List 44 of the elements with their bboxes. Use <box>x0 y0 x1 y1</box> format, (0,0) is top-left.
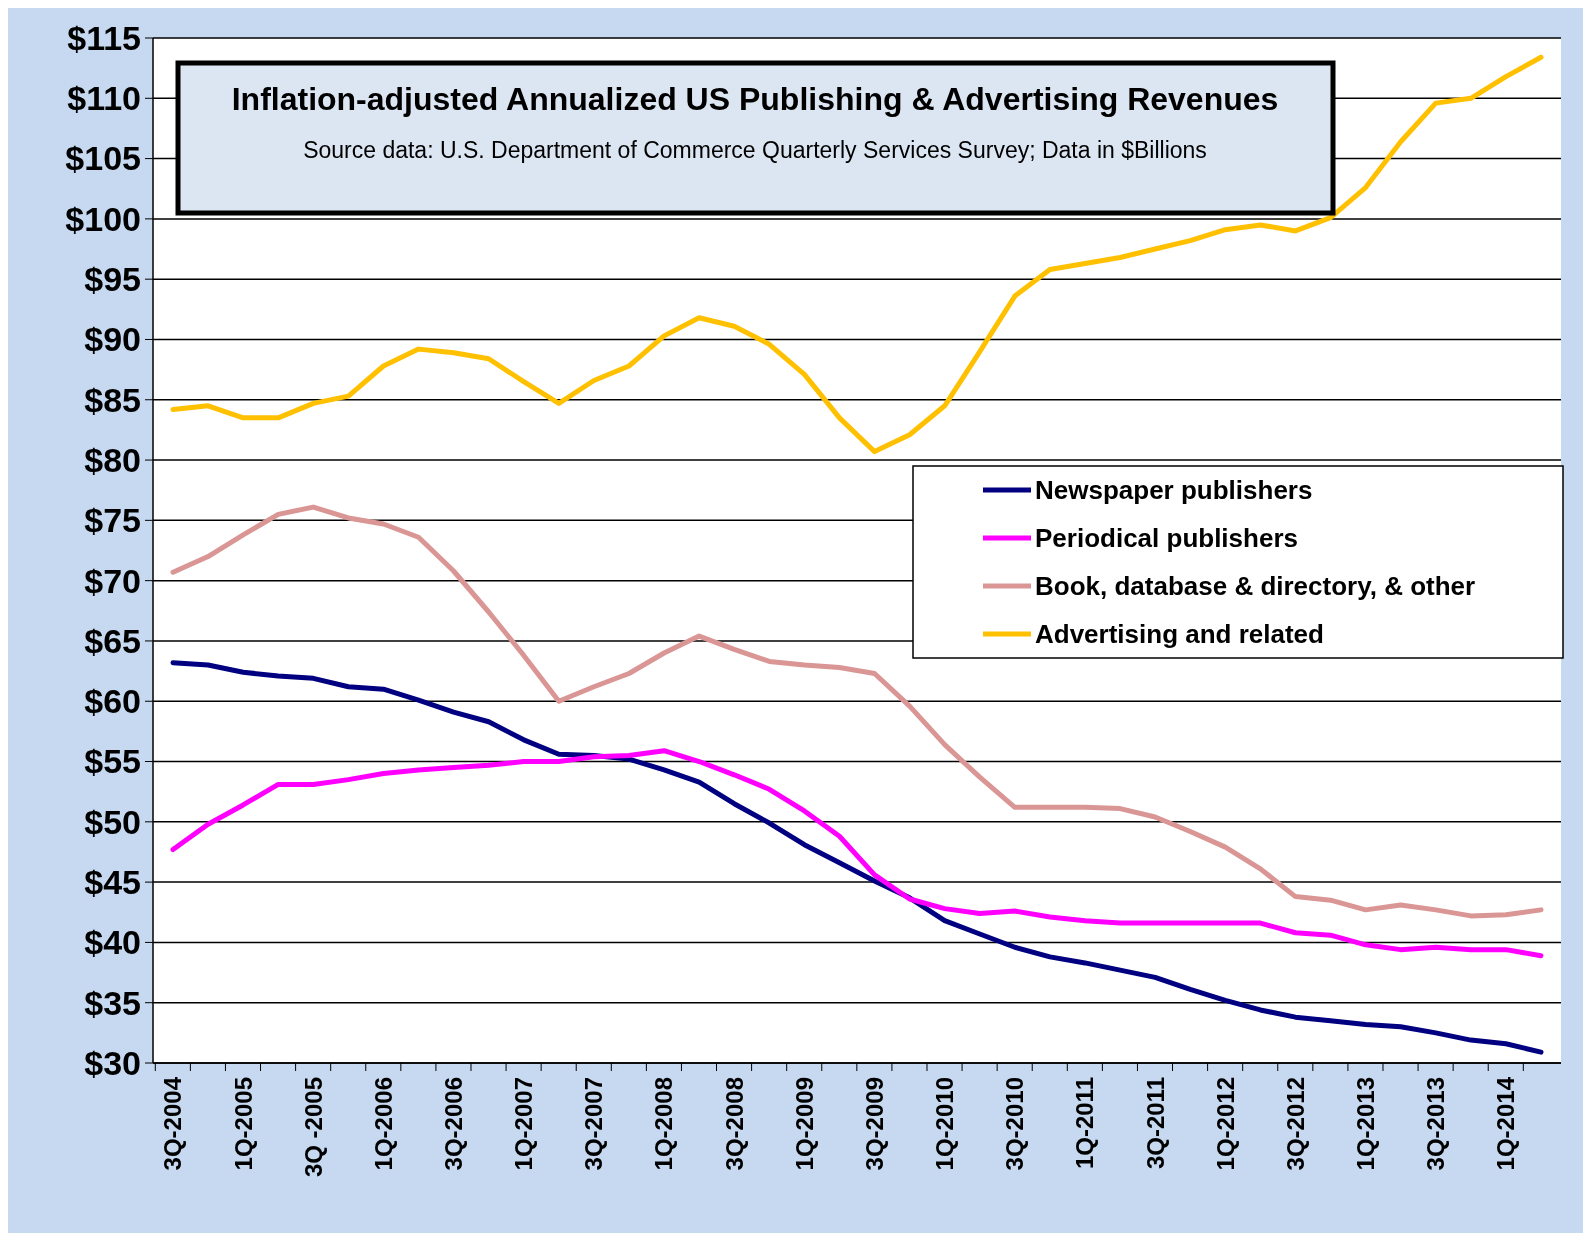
x-tick-label: 1Q-2007 <box>510 1077 538 1171</box>
x-tick-label: 3Q-2013 <box>1422 1077 1450 1171</box>
y-tick-label: $70 <box>84 561 141 600</box>
y-tick-label: $55 <box>84 742 141 781</box>
x-tick-label: 3Q-2006 <box>440 1077 468 1171</box>
y-tick-label: $75 <box>84 501 141 540</box>
x-tick-label: 1Q-2011 <box>1071 1077 1099 1170</box>
x-tick-label: 1Q-2005 <box>229 1077 257 1171</box>
y-tick-label: $65 <box>84 621 141 660</box>
y-tick-label: $100 <box>65 199 141 238</box>
legend-label: Advertising and related <box>1035 619 1324 650</box>
x-tick-label: 3Q-2009 <box>860 1077 888 1171</box>
y-tick-label: $40 <box>84 923 141 962</box>
y-tick-label: $45 <box>84 863 141 902</box>
y-tick-label: $30 <box>84 1043 141 1082</box>
text: Source data: U.S. Department of Commerce Quarterly Services Survey; Data in $Billions <box>303 137 1207 163</box>
legend-label: Newspaper publishers <box>1035 475 1313 506</box>
x-tick-label: 3Q-2010 <box>1001 1077 1029 1171</box>
y-tick-label: $35 <box>84 983 141 1022</box>
legend-label: Periodical publishers <box>1035 523 1298 554</box>
x-tick-label: 3Q-2007 <box>580 1077 608 1171</box>
y-tick-label: $110 <box>67 79 141 118</box>
y-tick-label: $90 <box>84 320 141 359</box>
x-tick-label: 3Q-2004 <box>159 1076 187 1171</box>
x-tick-label: 3Q-2008 <box>720 1077 748 1171</box>
x-tick-label: 3Q -2005 <box>299 1077 327 1178</box>
y-tick-label: $105 <box>65 139 141 178</box>
x-tick-label: 1Q-2014 <box>1492 1076 1520 1171</box>
y-tick-label: $60 <box>84 682 141 721</box>
y-tick-label: $80 <box>84 440 141 479</box>
x-tick-label: 1Q-2006 <box>369 1077 397 1171</box>
y-tick-label: $95 <box>84 260 141 299</box>
y-tick-label: $50 <box>84 802 141 841</box>
x-tick-label: 1Q-2008 <box>650 1077 678 1171</box>
x-tick-label: 1Q-2012 <box>1211 1077 1239 1171</box>
x-tick-label: 1Q-2013 <box>1352 1077 1380 1171</box>
legend-label: Book, database & directory, & other <box>1035 571 1476 602</box>
y-tick-label: $115 <box>67 18 141 57</box>
text: Inflation-adjusted Annualized US Publishing & Advertising Revenues <box>231 81 1279 117</box>
x-tick-label: 1Q-2009 <box>790 1077 818 1171</box>
y-tick-label: $85 <box>84 380 141 419</box>
x-tick-label: 3Q-2012 <box>1281 1077 1309 1171</box>
x-tick-label: 1Q-2010 <box>931 1077 959 1171</box>
x-tick-label: 3Q-2011 <box>1141 1077 1169 1170</box>
